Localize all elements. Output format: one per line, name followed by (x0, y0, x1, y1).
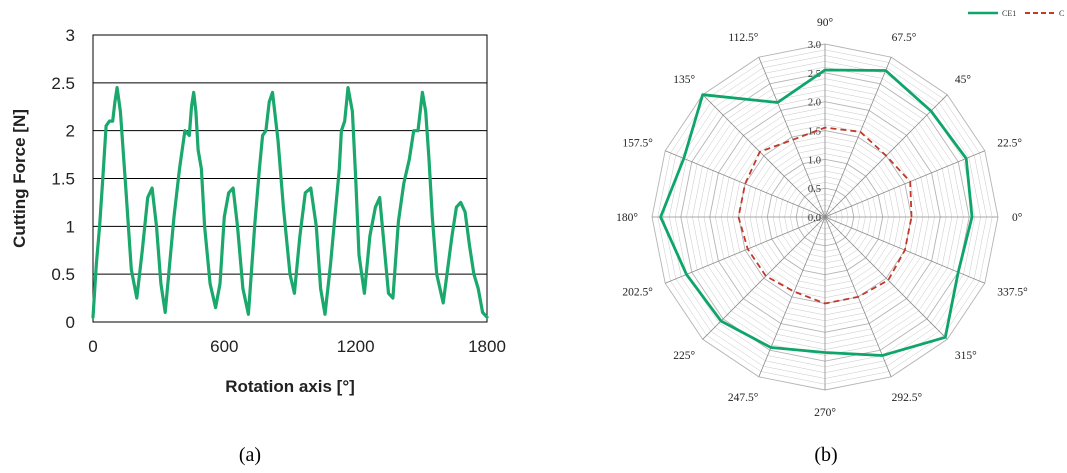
angle-label: 135° (673, 74, 695, 86)
y-tick-label: 1.5 (51, 170, 75, 189)
angle-label: 157.5° (622, 137, 653, 149)
spoke (702, 216, 826, 340)
horizontal-gridlines (93, 82, 487, 275)
y-tick-label: 1 (66, 217, 75, 236)
radial-tick-label: 0.5 (808, 184, 821, 195)
x-tick-label: 600 (210, 337, 238, 356)
radial-tick-label: 0.0 (808, 213, 821, 224)
x-tick-labels: 0 600 1200 1800 (88, 337, 506, 356)
spoke (824, 150, 985, 218)
y-tick-labels: 0 0.5 1 1.5 2 2.5 3 (51, 26, 75, 332)
radar-series-ce1 (659, 68, 974, 357)
y-tick-label: 2.5 (51, 74, 75, 93)
series-lines (91, 85, 489, 319)
spoke (824, 57, 892, 218)
panel-b-radar-chart: 0.00.51.01.52.02.53.0 0°22.5°45°67.5°90°… (616, 9, 1064, 466)
radial-tick-label: 2.5 (808, 69, 821, 80)
angle-label: 292.5° (892, 392, 923, 404)
spoke (758, 216, 826, 377)
radar-series (659, 68, 974, 357)
angle-label: 315° (955, 350, 977, 362)
y-tick-label: 0.5 (51, 265, 75, 284)
angle-label: 202.5° (622, 287, 653, 299)
angle-label: 67.5° (892, 32, 917, 44)
angle-label: 112.5° (728, 32, 758, 44)
angle-label: 270° (814, 407, 836, 419)
legend-label-ce1: CE1 (1002, 9, 1016, 18)
panel-b-caption: (b) (814, 444, 837, 466)
x-tick-label: 0 (88, 337, 97, 356)
radial-tick-label: 1.0 (808, 155, 821, 166)
legend-label-c: C (1059, 9, 1064, 18)
x-tick-label: 1200 (337, 337, 375, 356)
radial-tick-label: 2.0 (808, 98, 821, 109)
spoke (665, 150, 826, 218)
x-tick-label: 1800 (468, 337, 506, 356)
angle-label: 225° (673, 350, 695, 362)
angle-label: 337.5° (997, 287, 1028, 299)
angle-label: 45° (955, 74, 972, 86)
y-tick-label: 0 (66, 313, 75, 332)
spoke (665, 216, 826, 284)
angle-label: 0° (1012, 212, 1023, 224)
angle-label: 90° (817, 17, 834, 29)
x-axis-label: Rotation axis [°] (225, 377, 355, 396)
spoke (824, 216, 948, 340)
series-line (91, 85, 489, 319)
radial-tick-label: 3.0 (808, 40, 821, 51)
y-axis-label: Cutting Force [N] (10, 109, 29, 248)
y-tick-label: 2 (66, 122, 75, 141)
spoke (702, 94, 826, 218)
angle-labels: 0° 22.5° 45° 67.5° 90° 112.5° 135° 157.5° 180° 20… (616, 17, 1028, 419)
angle-label: 180° (616, 212, 638, 224)
angle-label: 22.5° (997, 137, 1022, 149)
panel-a-caption: (a) (239, 444, 261, 466)
radar-series-c (737, 126, 913, 305)
angle-label: 247.5° (728, 392, 759, 404)
y-tick-label: 3 (66, 26, 75, 45)
spoke (758, 57, 826, 218)
legend: CE1 C (968, 9, 1064, 18)
panel-a-line-chart: 0 0.5 1 1.5 2 2.5 3 0 600 1200 1800 Cutting Force… (10, 26, 506, 466)
